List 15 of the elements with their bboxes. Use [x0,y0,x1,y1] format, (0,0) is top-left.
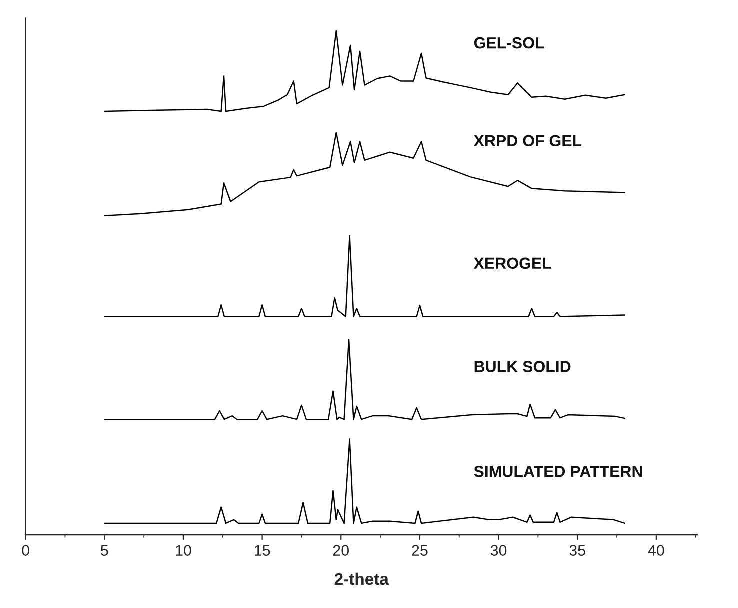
x-axis-title: 2-theta [334,572,390,586]
x-tick-label: 40 [648,545,664,556]
text: XEROGEL [474,258,552,270]
series-label: XRPD OF GEL [474,135,582,147]
text: BULK SOLID [474,361,571,372]
x-tick-label: 10 [176,545,192,556]
text: GEL-SOL [474,37,544,49]
x-tick-label: 15 [254,545,270,556]
text: SIMULATED PATTERN [474,466,642,478]
x-tick-label: 5 [101,545,108,556]
x-tick-label: 30 [490,545,507,556]
x-tick-label: 35 [570,545,586,556]
x-tick-label: 20 [333,545,350,556]
x-tick-label: 0 [22,545,30,556]
x-tick-label: 25 [412,545,428,556]
